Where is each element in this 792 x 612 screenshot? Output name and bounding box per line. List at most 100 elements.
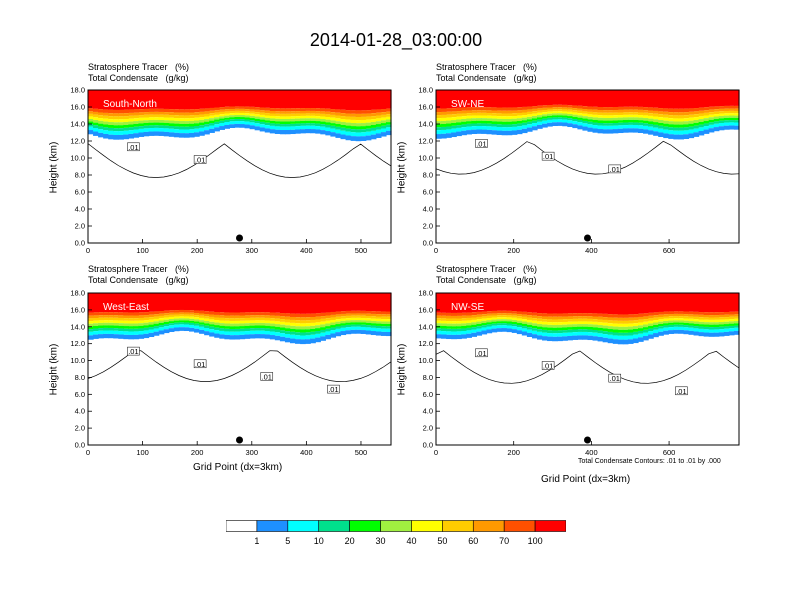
tracer-cell xyxy=(219,122,225,127)
tracer-cell xyxy=(325,124,331,128)
tracer-cell xyxy=(678,121,685,125)
tracer-cell xyxy=(617,335,624,340)
tracer-cell xyxy=(516,320,523,323)
tracer-cell xyxy=(607,329,614,332)
tracer-cell xyxy=(521,316,528,320)
tracer-cell xyxy=(254,126,261,131)
contour-label: .01 xyxy=(543,152,553,161)
tracer-cell xyxy=(446,133,452,138)
tracer-cell xyxy=(607,314,614,318)
tracer-cell xyxy=(648,124,654,127)
tracer-cell xyxy=(542,90,548,106)
tracer-cell xyxy=(153,314,160,317)
colorbar-label: 10 xyxy=(313,536,324,546)
tracer-cell xyxy=(133,315,140,319)
tracer-cell xyxy=(315,331,321,334)
tracer-cell xyxy=(224,111,230,114)
tracer-cell xyxy=(199,324,205,327)
tracer-cell xyxy=(153,111,160,115)
tracer-cell xyxy=(547,111,553,114)
tracer-cell xyxy=(219,323,225,326)
tracer-cell xyxy=(668,112,674,116)
tracer-cell xyxy=(451,334,457,340)
tracer-cell xyxy=(335,112,342,116)
tracer-cell xyxy=(320,312,326,317)
tracer-cell xyxy=(557,122,563,126)
tracer-cell xyxy=(305,313,311,318)
tracer-cell xyxy=(622,293,629,315)
tracer-cell xyxy=(385,124,392,128)
tracer-cell xyxy=(501,116,508,119)
tracer-cell xyxy=(516,129,523,135)
tracer-cell xyxy=(380,128,387,133)
tracer-cell xyxy=(572,335,578,340)
tracer-cell xyxy=(183,324,190,328)
tracer-cell xyxy=(264,323,271,326)
tracer-cell xyxy=(365,110,372,114)
tracer-cell xyxy=(345,119,352,123)
panel-label-line2: Total Condensate (g/kg) xyxy=(436,275,537,285)
tracer-cell xyxy=(441,320,447,324)
tracer-cell xyxy=(471,129,477,135)
tracer-cell xyxy=(607,123,614,126)
tracer-cell xyxy=(178,309,185,313)
tracer-cell xyxy=(340,293,347,312)
tracer-cell xyxy=(587,293,594,314)
tracer-cell xyxy=(501,127,508,131)
tracer-cell xyxy=(274,126,281,130)
tracer-cell xyxy=(259,90,266,108)
tracer-cell xyxy=(269,312,276,316)
tracer-cell xyxy=(688,323,695,326)
tracer-cell xyxy=(143,114,150,118)
tracer-cell xyxy=(98,90,104,110)
tracer-cell xyxy=(93,111,99,115)
tracer-cell xyxy=(295,113,301,117)
tracer-cell xyxy=(733,321,740,324)
y-tick-label: 10.0 xyxy=(418,356,433,365)
tracer-cell xyxy=(542,336,548,341)
tracer-cell xyxy=(668,318,674,321)
tracer-cell xyxy=(365,119,372,123)
tracer-cell xyxy=(189,293,195,311)
tracer-cell xyxy=(451,293,457,313)
tracer-cell xyxy=(567,109,573,112)
tracer-cell xyxy=(103,130,109,134)
tracer-cell xyxy=(653,110,659,114)
tracer-cell xyxy=(264,125,271,129)
tracer-cell xyxy=(259,121,266,125)
tracer-cell xyxy=(254,121,261,124)
tracer-cell xyxy=(380,123,387,126)
tracer-cell xyxy=(607,125,614,130)
tracer-cell xyxy=(345,330,352,335)
tracer-cell xyxy=(693,114,700,118)
tracer-cell xyxy=(330,128,337,133)
tracer-cell xyxy=(173,316,180,319)
tracer-cell xyxy=(98,322,104,326)
tracer-cell xyxy=(693,128,700,133)
tracer-cell xyxy=(340,311,347,314)
tracer-cell xyxy=(612,323,619,327)
tracer-cell xyxy=(587,326,594,330)
tracer-cell xyxy=(325,293,331,313)
tracer-cell xyxy=(643,115,649,119)
tracer-cell xyxy=(622,125,629,129)
tracer-cell xyxy=(446,120,452,124)
tracer-cell xyxy=(158,131,165,136)
tracer-cell xyxy=(562,111,568,114)
tracer-cell xyxy=(582,316,589,319)
tracer-cell xyxy=(572,329,578,333)
tracer-cell xyxy=(557,313,563,317)
tracer-cell xyxy=(345,327,352,331)
tracer-cell xyxy=(466,312,472,316)
tracer-cell xyxy=(269,125,276,130)
tracer-cell xyxy=(688,314,695,317)
tracer-cell xyxy=(648,107,654,111)
tracer-cell xyxy=(486,293,493,312)
tracer-cell xyxy=(163,324,170,327)
tracer-cell xyxy=(204,323,210,326)
tracer-cell xyxy=(552,104,558,108)
tracer-cell xyxy=(486,320,493,323)
tracer-cell xyxy=(713,118,720,122)
tracer-cell xyxy=(259,127,266,132)
tracer-cell xyxy=(224,312,230,316)
